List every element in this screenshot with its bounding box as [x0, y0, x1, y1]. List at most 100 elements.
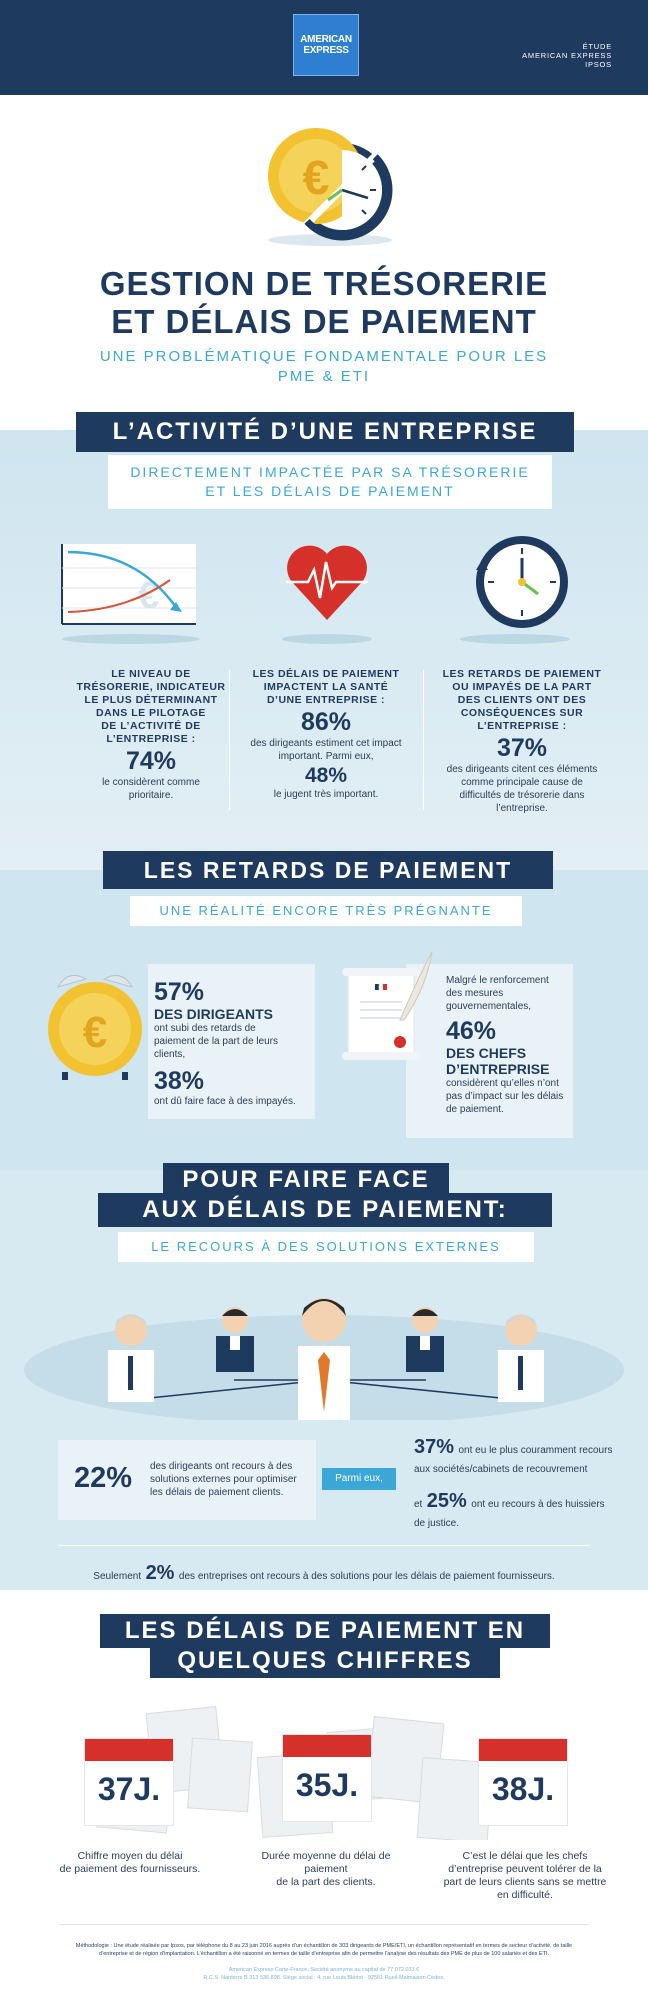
stat-description: des entreprises ont recours à des soluti…: [178, 1571, 555, 1582]
stat-percentage: 74%: [125, 747, 177, 775]
page-subtitle: UNE PROBLÉMATIQUE FONDAMENTALE POUR LES …: [90, 347, 558, 387]
stat-description: des dirigeants estiment cet impact import…: [236, 737, 416, 763]
amex-logo: AMERICAN EXPRESS: [293, 14, 359, 76]
person-icon: [216, 1307, 254, 1372]
section2-banner: LES RETARDS DE PAIEMENT: [103, 851, 553, 889]
section3-subbanner: LE RECOURS À DES SOLUTIONS EXTERNES: [118, 1232, 534, 1262]
person-icon: [298, 1298, 350, 1420]
text-line: les délais de paiement clients.: [150, 1487, 284, 1498]
stat-column-1: LE NIVEAU DE TRÉSORERIE, INDICATEUR LE PLU…: [66, 668, 236, 802]
divider: [423, 670, 424, 810]
legal-line: American Express Carte-France, Société a…: [228, 1967, 420, 1973]
calendar-header: [283, 1735, 371, 1757]
title-line: GESTION DE TRÉSORERIE: [99, 265, 549, 302]
text-line: des dirigeants citent ces éléments: [446, 764, 598, 775]
person-icon: [108, 1314, 154, 1402]
text-line: considèrent qu’elles n’ont: [446, 1078, 559, 1089]
days-value: 38J.: [491, 1771, 555, 1807]
svg-text:€: €: [83, 1008, 107, 1057]
only-stat-line: Seulement 2% des entreprises ont recours…: [0, 1562, 648, 1585]
text-line: ont subi des retards de: [154, 1023, 256, 1034]
stat-description: considèrent qu’elles n’ont pas d’impact s…: [446, 1077, 570, 1116]
stat-description: Seulement: [93, 1571, 142, 1582]
logo-line1: AMERICAN: [300, 34, 352, 45]
text-line: LES RETARDS DE PAIEMENT: [442, 668, 602, 680]
calendar-icon: 37J.: [84, 1738, 174, 1826]
text-line: en difficulté.: [497, 1889, 553, 1901]
stat-description: des dirigeants citent ces éléments comme …: [430, 763, 614, 815]
stat-description: le jugent très important.: [273, 789, 379, 800]
stat-percentage: 25%: [426, 1490, 467, 1512]
column-heading: LES DÉLAIS DE PAIEMENT IMPACTENT LA SANTÉ…: [236, 668, 416, 707]
stat-percentage: 48%: [304, 764, 348, 787]
divider: [229, 670, 230, 810]
text-line: pas d’impact sur les délais: [446, 1091, 564, 1102]
clock-icon: [476, 536, 568, 628]
section2-subbanner: UNE RÉALITÉ ENCORE TRÈS PRÉGNANTE: [130, 896, 522, 926]
section1-subbanner: DIRECTEMENT IMPACTÉE PAR SA TRÉSORERIE E…: [108, 455, 552, 509]
subbanner-line: ET LES DÉLAIS DE PAIEMENT: [205, 483, 455, 499]
stat-column-3: LES RETARDS DE PAIEMENT OU IMPAYÉS DE LA …: [430, 668, 614, 815]
text-line: l’entreprise.: [496, 803, 548, 814]
shadow: [62, 634, 200, 644]
text-line: part de leurs clients sans se mettre: [443, 1876, 607, 1888]
stat-percentage: 22%: [74, 1462, 133, 1494]
text-line: le considèrent comme: [102, 777, 200, 788]
stat-card-right: Malgré le renforcement des mesures gouvern…: [446, 974, 570, 1116]
days-description: C’est le délai que les chefs d’entreprise…: [430, 1850, 620, 1902]
stat-percentage: 37%: [414, 1436, 455, 1458]
text-line: d’entreprise peuvent tolérer de la: [448, 1863, 602, 1875]
people-network-illustration: [24, 1298, 624, 1420]
text-line: L’ENTREPRISE :: [477, 720, 567, 732]
text-line: LE PLUS DÉTERMINANT: [84, 694, 218, 706]
shadow: [268, 234, 392, 246]
days-value: 35J.: [295, 1767, 359, 1803]
text-line: Chiffre moyen du délai: [77, 1850, 183, 1862]
methodology-note: Méthodologie : Une étude réalisée par Ip…: [40, 1942, 608, 1958]
stat-column-2: LES DÉLAIS DE PAIEMENT IMPACTENT LA SANTÉ…: [236, 668, 416, 801]
svg-text:€: €: [303, 152, 330, 205]
page-title: GESTION DE TRÉSORERIE ET DÉLAIS DE PAIEM…: [0, 265, 648, 341]
stat-block-a: 37% ont eu le plus couramment recours au…: [414, 1436, 614, 1477]
text-line: prioritaire.: [128, 790, 174, 801]
stat-percentage: 2%: [145, 1562, 175, 1584]
text-line: DE L’ACTIVITÉ DE: [101, 720, 201, 732]
text-line: solutions externes pour optimiser: [150, 1474, 297, 1485]
stat-description: ont dû faire face à des impayés.: [154, 1096, 296, 1107]
stat-description: des dirigeants ont recours à des solution…: [150, 1460, 315, 1499]
stat-description: ont eu recours à des huissiers de justic…: [414, 1499, 605, 1529]
subtitle-line: PME & ETI: [277, 368, 371, 385]
text-line: gouvernementales,: [446, 1001, 532, 1012]
stat-card: [406, 964, 573, 1138]
stat-percentage: 57%: [154, 978, 205, 1006]
study-line: IPSOS: [585, 60, 612, 69]
text-line: DES CHEFS: [446, 1045, 527, 1061]
text-line: des dirigeants ont recours à des: [150, 1461, 293, 1472]
stat-percentage: 46%: [446, 1017, 497, 1045]
text-line: Malgré le renforcement: [446, 975, 549, 986]
text-line: D’UNE ENTREPRISE :: [266, 694, 386, 706]
days-description: Chiffre moyen du délai de paiement des fo…: [40, 1850, 220, 1876]
text-line: comme principale cause de: [461, 777, 583, 788]
stat-description: ont eu le plus couramment recours aux so…: [414, 1445, 613, 1475]
alarm-clock-coin-icon: €: [48, 974, 142, 1080]
text-line: important. Parmi eux,: [278, 751, 374, 762]
section4-banner-line1: LES DÉLAIS DE PAIEMENT EN: [100, 1614, 550, 1648]
stat-description: le considèrent comme prioritaire.: [66, 776, 236, 802]
text-line: paiement: [304, 1863, 348, 1875]
svg-text:€: €: [138, 575, 159, 617]
calendar-header: [479, 1739, 567, 1761]
stat-block-b: et 25% ont eu recours à des huissiers de…: [414, 1490, 614, 1531]
text-line: D’ENTREPRISE: [446, 1061, 550, 1077]
text-line: CONSÉQUENCES SUR: [460, 707, 584, 719]
study-line: AMERICAN EXPRESS: [522, 51, 612, 60]
text-line: LES DÉLAIS DE PAIEMENT: [252, 668, 400, 680]
text-line: clients,: [154, 1049, 186, 1060]
person-icon: [498, 1314, 544, 1402]
heart-pulse-icon: [286, 545, 368, 620]
stat-description: ont subi des retards de paiement de la pa…: [154, 1022, 314, 1061]
logo-line2: EXPRESS: [303, 45, 349, 56]
text-line: de paiement.: [446, 1104, 504, 1115]
days-description: Durée moyenne du délai de paiement de la p…: [236, 1850, 416, 1889]
study-label: ÉTUDE AMERICAN EXPRESS IPSOS: [522, 42, 612, 69]
